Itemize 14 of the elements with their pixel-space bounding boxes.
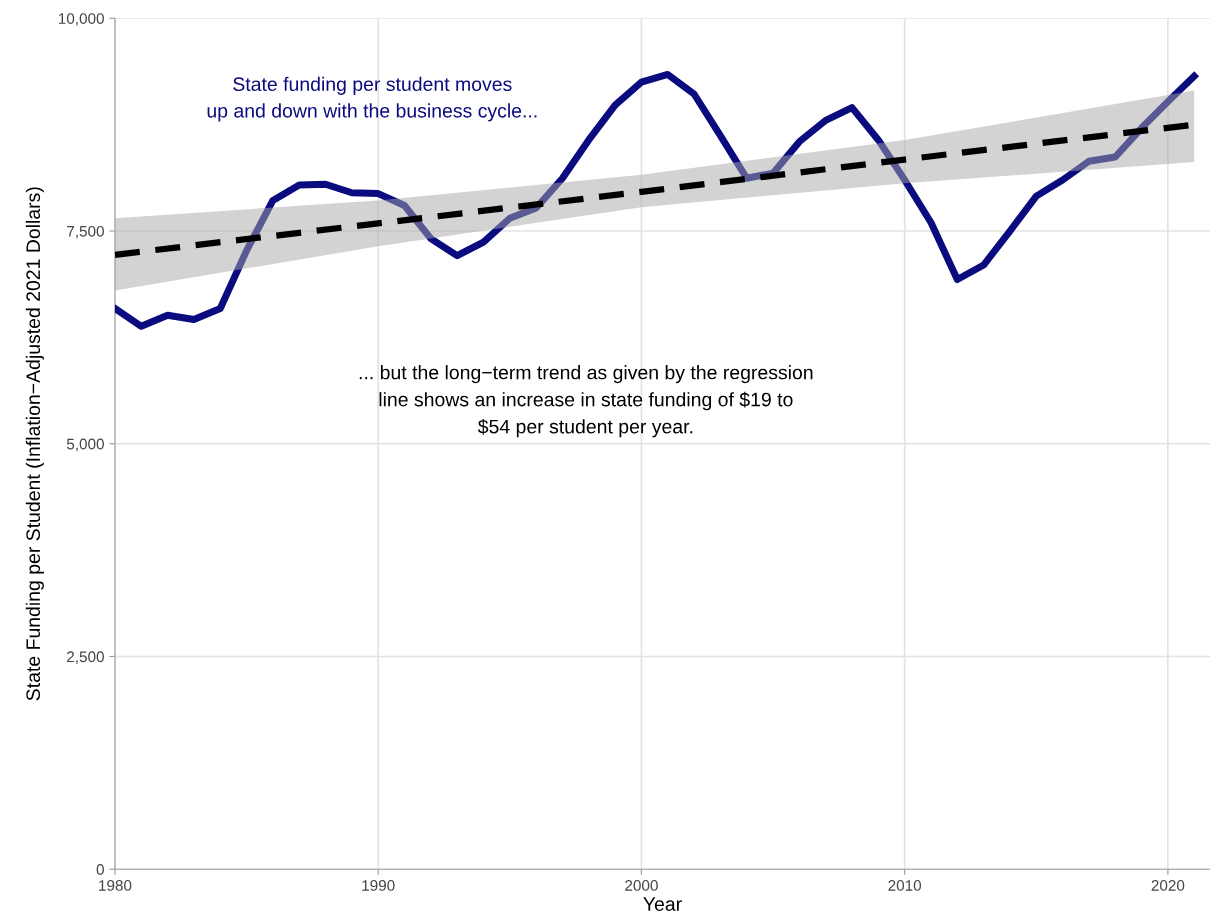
x-tick-label: 2010 (888, 880, 922, 891)
x-tick-label: 2020 (1151, 880, 1185, 891)
x-axis-title: Year (643, 897, 682, 911)
x-tick-label: 1980 (99, 880, 132, 891)
y-tick-label: 10,000 (58, 13, 104, 26)
x-tick-label: 1990 (362, 880, 395, 891)
y-tick-label: 2,500 (67, 651, 104, 664)
y-tick-label: 7,500 (67, 225, 104, 239)
annotation: ... but the long−term trend as given by the regression line shows an increase in state funding of $19 to $54 per student per year. (359, 365, 813, 438)
y-tick-label: 0 (96, 864, 104, 875)
y-tick-label: 5,000 (66, 438, 104, 452)
annotation: State funding per student moves up and down with the business cycle... (207, 76, 537, 122)
y-axis-title: State Funding per Student (Inflation−Adjusted 2021 Dollars) (25, 187, 44, 701)
x-tick-label: 2000 (625, 880, 658, 891)
